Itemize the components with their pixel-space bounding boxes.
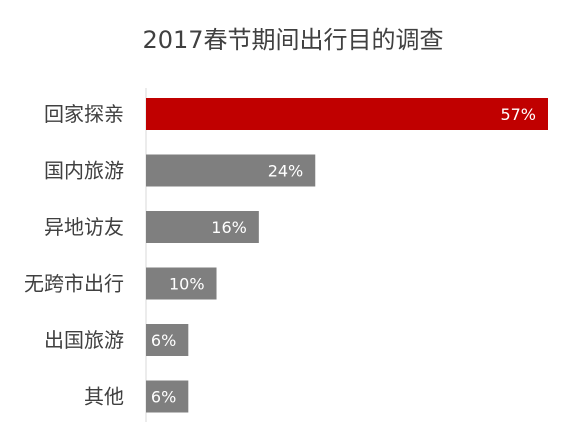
bar	[146, 324, 189, 356]
data-label: 57%	[500, 105, 536, 124]
chart-title: 2017春节期间出行目的调查	[142, 26, 443, 54]
category-label: 异地访友	[44, 215, 124, 239]
category-label: 出国旅游	[44, 328, 124, 352]
data-label: 6%	[151, 331, 176, 350]
data-label: 10%	[169, 275, 205, 294]
data-labels-group: 57% 24% 16% 10% 6% 6%	[151, 105, 536, 407]
data-label: 16%	[211, 218, 247, 237]
category-label: 国内旅游	[44, 159, 124, 183]
bars-group	[146, 98, 548, 413]
bar	[146, 267, 217, 300]
data-label: 6%	[151, 388, 176, 407]
bar	[146, 211, 259, 243]
bar	[146, 98, 548, 130]
bar	[146, 380, 189, 413]
category-label: 无跨市出行	[24, 272, 124, 296]
bar	[146, 154, 316, 187]
data-label: 24%	[268, 162, 304, 181]
category-label: 其他	[84, 385, 124, 409]
category-label: 回家探亲	[44, 102, 124, 126]
